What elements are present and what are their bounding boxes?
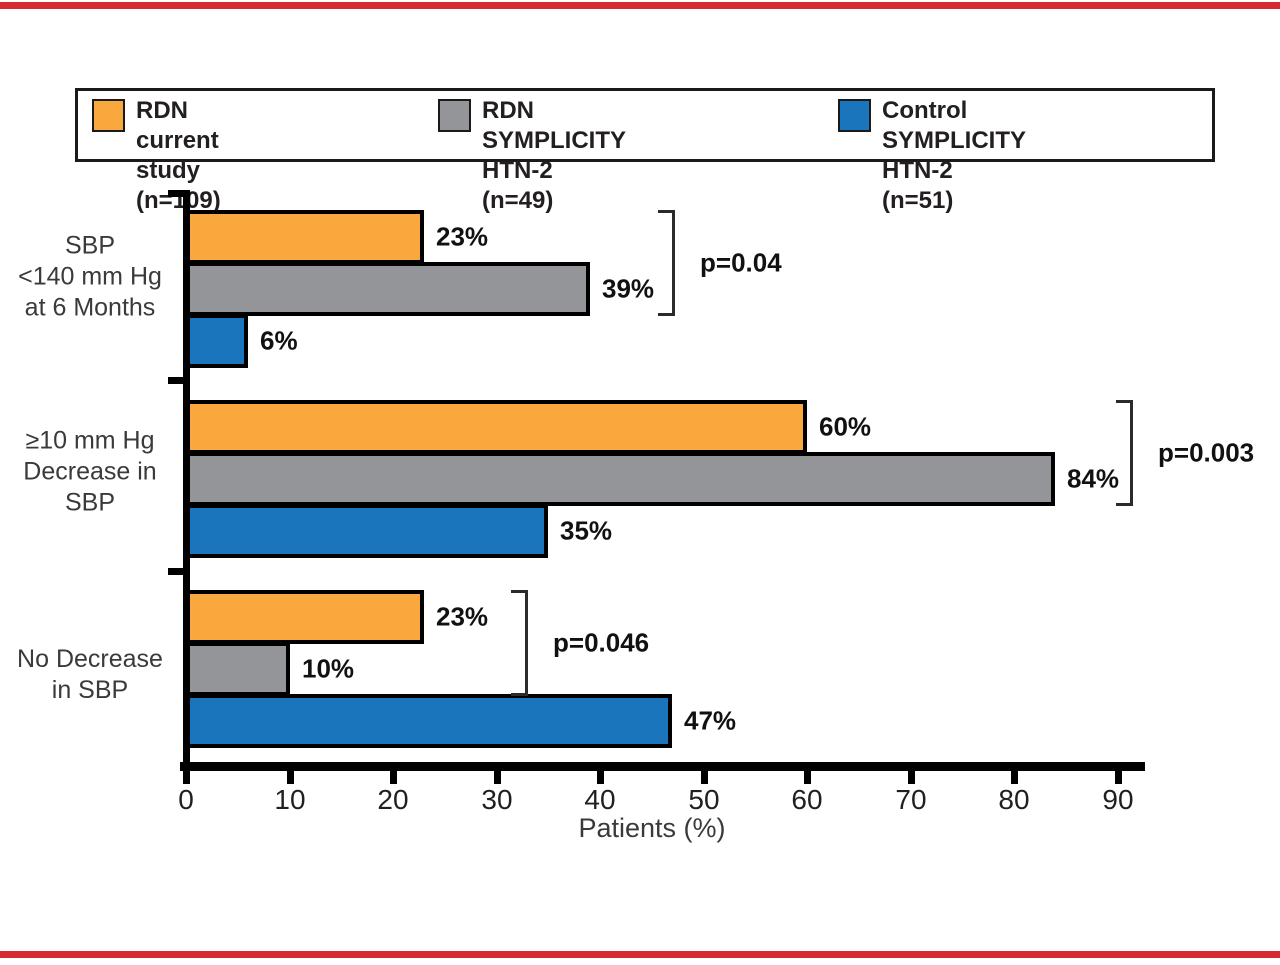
x-axis-title: Patients (%): [578, 813, 726, 843]
p-bracket-line-2: [525, 590, 528, 696]
legend-swatch-orange: [92, 99, 125, 132]
p-bracket-line-1: [1130, 400, 1133, 506]
bar-value-series1-group2: 10%: [302, 653, 355, 684]
category-label-2: No Decrease in SBP: [17, 645, 163, 704]
bar-series0-group2: [186, 590, 424, 644]
x-axis-tick-10: [287, 771, 294, 784]
p-value-label-2: p=0.046: [553, 627, 650, 658]
bar-value-series1-group0: 39%: [602, 273, 655, 304]
x-axis-tick-label-0: 0: [178, 784, 194, 815]
bar-series2-group0: [186, 314, 248, 368]
legend-swatch-blue: [838, 99, 871, 132]
y-axis-tick-0: [168, 190, 183, 197]
p-bracket-line-0: [672, 210, 675, 316]
bar-series2-group1: [186, 504, 548, 558]
p-bracket-tick-top-2: [511, 590, 526, 593]
x-axis-tick-0: [183, 771, 190, 784]
p-bracket-tick-bottom-2: [511, 693, 526, 696]
bar-series0-group0: [186, 210, 424, 264]
p-value-label-0: p=0.04: [700, 247, 782, 278]
p-bracket-tick-bottom-1: [1116, 503, 1131, 506]
bar-value-series2-group1: 35%: [560, 515, 613, 546]
x-axis-tick-70: [908, 771, 915, 784]
x-axis-tick-label-30: 30: [481, 784, 513, 815]
x-axis-tick-20: [390, 771, 397, 784]
x-axis-tick-label-90: 90: [1102, 784, 1134, 815]
y-axis-tick-1: [168, 377, 183, 384]
bar-series0-group1: [186, 400, 807, 454]
x-axis-tick-label-60: 60: [791, 784, 823, 815]
bar-series2-group2: [186, 694, 672, 748]
bar-value-series0-group0: 23%: [436, 221, 489, 252]
bottom-red-rule: [0, 951, 1280, 958]
category-label-0: SBP <140 mm Hg at 6 Months: [18, 231, 162, 322]
bar-series1-group0: [186, 262, 590, 316]
p-bracket-tick-top-1: [1116, 400, 1131, 403]
legend-label-control-symplicity: Control SYMPLICITY HTN-2 (n=51): [882, 97, 1026, 214]
x-axis-tick-label-70: 70: [895, 784, 927, 815]
y-axis-tick-2: [168, 568, 183, 575]
x-axis-tick-50: [701, 771, 708, 784]
legend-label-rdn-current-study: RDN current study (n=109): [136, 97, 221, 214]
x-axis-tick-30: [494, 771, 501, 784]
x-axis-tick-label-50: 50: [688, 784, 720, 815]
x-axis-tick-90: [1115, 771, 1122, 784]
top-red-rule: [0, 2, 1280, 9]
bar-value-series0-group1: 60%: [819, 411, 872, 442]
bar-value-series1-group1: 84%: [1067, 463, 1120, 494]
category-label-1: ≥10 mm Hg Decrease in SBP: [23, 426, 157, 517]
x-axis-tick-80: [1011, 771, 1018, 784]
x-axis-tick-label-20: 20: [377, 784, 409, 815]
bar-series1-group1: [186, 452, 1055, 506]
legend-label-rdn-symplicity: RDN SYMPLICITY HTN-2 (n=49): [482, 97, 626, 214]
p-bracket-tick-bottom-0: [658, 313, 673, 316]
legend-swatch-gray: [438, 99, 471, 132]
p-value-label-1: p=0.003: [1158, 437, 1255, 468]
x-axis-tick-label-40: 40: [584, 784, 616, 815]
bar-series1-group2: [186, 642, 290, 696]
bar-value-series2-group0: 6%: [260, 325, 298, 356]
x-axis-tick-60: [804, 771, 811, 784]
x-axis-tick-40: [597, 771, 604, 784]
legend: RDN current study (n=109) RDN SYMPLICITY…: [75, 88, 1215, 214]
bar-value-series0-group2: 23%: [436, 601, 489, 632]
p-bracket-tick-top-0: [658, 210, 673, 213]
x-axis-line: [180, 762, 1145, 771]
bar-value-series2-group2: 47%: [684, 705, 737, 736]
x-axis-tick-label-10: 10: [274, 784, 306, 815]
x-axis-tick-label-80: 80: [998, 784, 1030, 815]
